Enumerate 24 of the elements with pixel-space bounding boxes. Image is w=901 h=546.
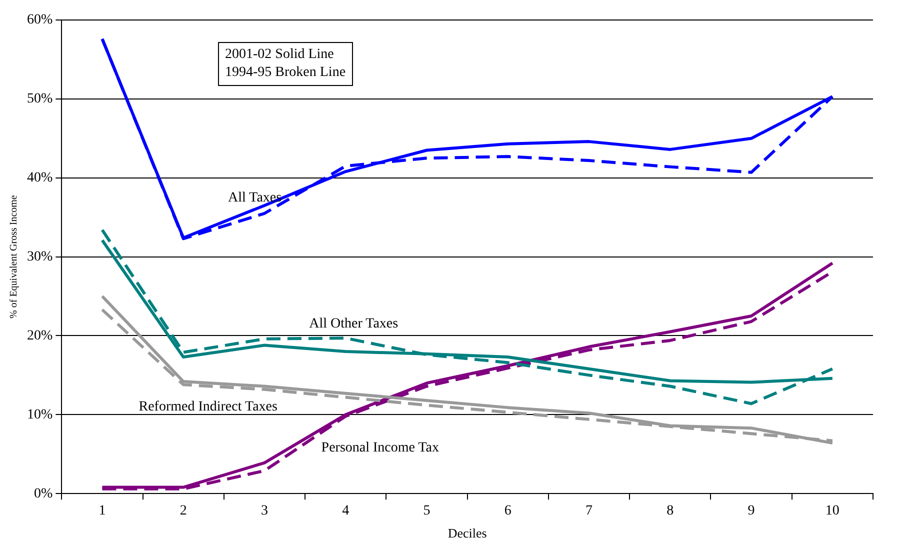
x-tick-label: 4 (342, 504, 350, 519)
x-tick-label: 8 (666, 504, 674, 519)
series-label: Personal Income Tax (321, 440, 440, 456)
y-tick-label: 40% (26, 170, 53, 186)
x-tick-label: 2 (180, 504, 187, 519)
y-tick-label: 0% (34, 486, 53, 502)
x-axis-title: Deciles (448, 526, 487, 541)
series-label: All Taxes (228, 190, 282, 206)
y-tick-label: 10% (26, 407, 53, 422)
annotation: 2001-02 Solid Line 1994-95 Broken Line (218, 42, 353, 86)
x-tick-label: 3 (260, 504, 268, 519)
x-tick-label: 1 (98, 504, 106, 519)
x-tick-label: 10 (825, 504, 840, 519)
y-tick-label: 20% (26, 328, 53, 344)
x-tick-label: 9 (748, 504, 755, 519)
y-tick-label: 30% (26, 249, 53, 264)
y-axis-title: % of Equivalent Gross Income (8, 194, 20, 318)
x-tick-label: 5 (423, 504, 430, 519)
series-label: Reformed Indirect Taxes (138, 399, 278, 414)
x-tick-label: 6 (504, 504, 512, 519)
series-label: All Other Taxes (309, 316, 398, 332)
y-tick-label: 60% (26, 12, 53, 28)
x-tick-label: 7 (586, 504, 593, 519)
y-tick-label: 50% (26, 92, 53, 107)
